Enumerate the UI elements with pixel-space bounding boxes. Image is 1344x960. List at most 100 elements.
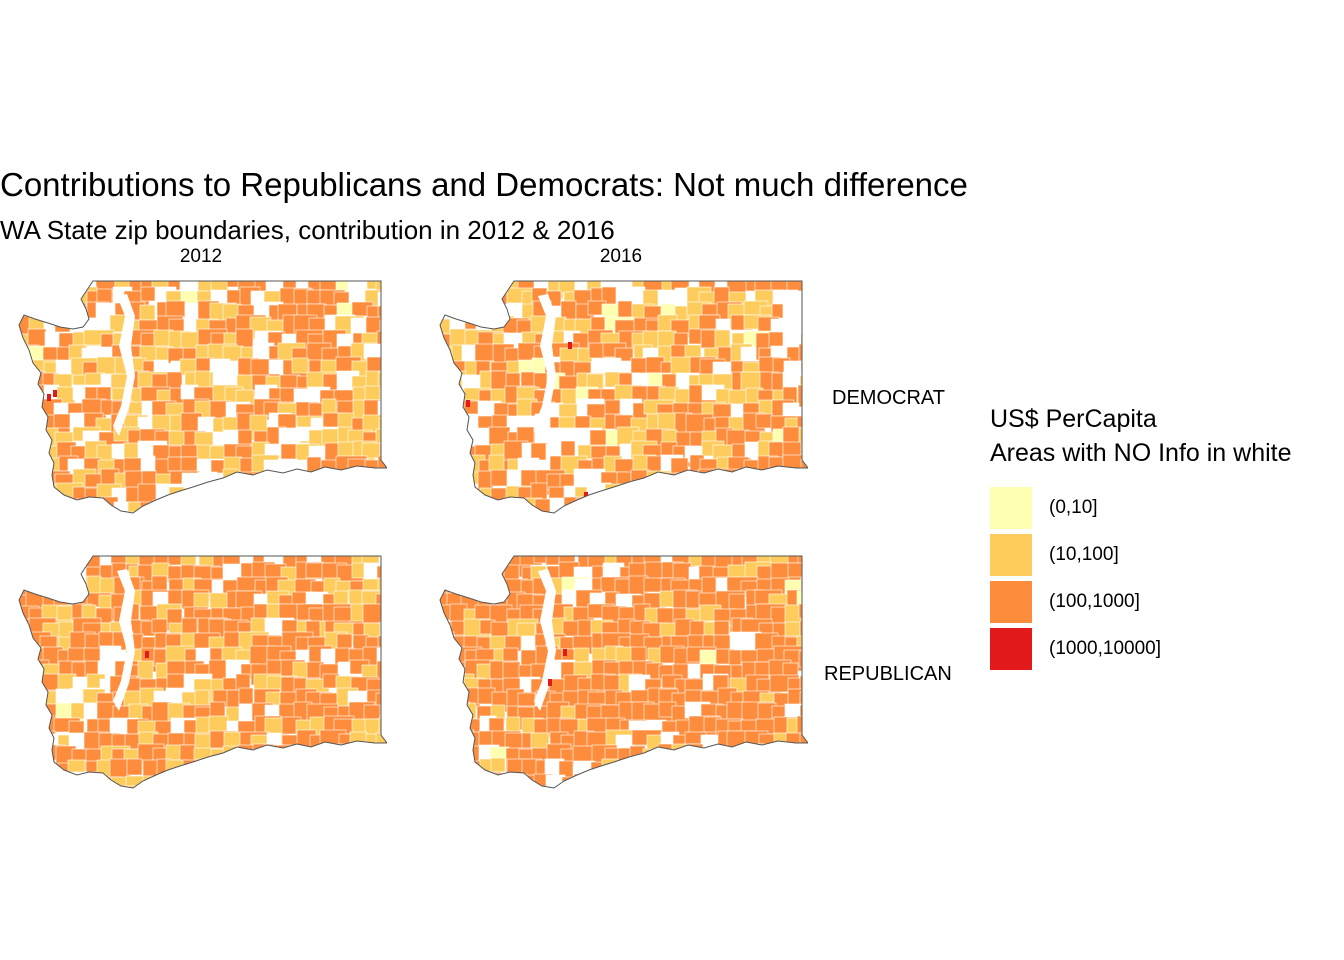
zip-region xyxy=(701,515,729,516)
zip-region xyxy=(447,747,478,769)
zip-region xyxy=(534,787,566,788)
zip-region xyxy=(378,482,387,498)
zip-region xyxy=(39,556,65,566)
zip-region xyxy=(43,500,69,513)
zip-region xyxy=(19,718,41,741)
zip-region xyxy=(560,440,576,458)
zip-region xyxy=(616,760,642,786)
zip-region xyxy=(440,511,456,513)
zip-region xyxy=(451,786,475,788)
zip-region xyxy=(770,484,793,511)
zip-region xyxy=(238,687,254,705)
zip-region xyxy=(714,747,737,766)
zip-region xyxy=(55,556,84,570)
zip-region xyxy=(440,357,453,381)
zip-region xyxy=(726,486,757,502)
zip-region xyxy=(474,576,494,604)
zip-region xyxy=(264,789,280,791)
zip-region xyxy=(601,498,626,513)
zip-region-high xyxy=(563,649,567,656)
zip-region xyxy=(348,468,377,488)
legend-item: (100,1000] xyxy=(990,578,1292,625)
zip-region xyxy=(714,785,741,788)
zip-region xyxy=(451,514,482,516)
zip-region xyxy=(29,511,55,513)
zip-region xyxy=(798,748,808,764)
zip-region xyxy=(675,482,701,500)
zip-region xyxy=(630,646,647,664)
zip-region xyxy=(798,603,808,619)
zip-region xyxy=(42,576,74,593)
zip-region xyxy=(375,510,387,513)
zip-region xyxy=(212,497,235,513)
facet-row-label-republican: REPUBLICAN xyxy=(824,663,952,685)
zip-region-high xyxy=(548,679,552,686)
zip-region xyxy=(717,510,736,513)
zip-region xyxy=(770,747,791,771)
zip-region xyxy=(461,556,492,563)
zip-region xyxy=(787,562,808,578)
zip-region xyxy=(362,497,378,513)
zip-region xyxy=(347,772,369,788)
zip-region xyxy=(19,281,31,295)
zip-region xyxy=(757,499,776,513)
zip-region xyxy=(715,762,736,784)
zip-region xyxy=(364,758,387,780)
zip-region xyxy=(759,773,791,788)
zip-region xyxy=(193,785,221,788)
zip-region xyxy=(619,497,638,513)
zip-region xyxy=(698,785,725,788)
zip-region xyxy=(490,772,512,788)
zip-region xyxy=(561,787,594,788)
zip-region xyxy=(295,483,319,501)
zip-region xyxy=(757,469,783,488)
zip-region xyxy=(464,281,484,295)
zip-region xyxy=(463,510,493,513)
zip-region xyxy=(306,456,322,480)
zip-region xyxy=(67,759,86,783)
zip-region xyxy=(17,515,37,516)
zip-region xyxy=(449,469,465,491)
zip-region xyxy=(26,483,46,499)
legend-title-line-2: Areas with NO Info in white xyxy=(990,439,1292,467)
zip-region xyxy=(237,471,268,497)
zip-region xyxy=(503,497,519,513)
zip-region xyxy=(240,498,267,513)
zip-region xyxy=(292,748,311,765)
zip-region xyxy=(801,659,808,676)
zip-region xyxy=(702,774,724,788)
legend-item: (10,100] xyxy=(990,531,1292,578)
zip-region xyxy=(770,786,786,788)
zip-region xyxy=(440,456,459,472)
zip-region xyxy=(19,442,43,471)
zip-region xyxy=(165,687,185,704)
zip-region xyxy=(800,485,808,510)
zip-region xyxy=(657,515,683,516)
zip-region xyxy=(464,300,489,327)
zip-region xyxy=(309,761,337,788)
zip-region xyxy=(591,787,607,788)
zip-region xyxy=(534,515,551,516)
zip-region xyxy=(193,776,226,788)
zip-region xyxy=(801,305,808,325)
zip-region xyxy=(742,487,769,511)
zip-region xyxy=(19,691,40,708)
zip-region xyxy=(670,457,689,475)
zip-region xyxy=(660,484,678,511)
zip-region xyxy=(226,762,253,783)
zip-region xyxy=(223,771,247,788)
zip-region xyxy=(575,497,601,513)
zip-region xyxy=(633,759,652,788)
zip-region xyxy=(53,773,78,788)
zip-region xyxy=(440,399,462,417)
zip-region xyxy=(519,510,543,513)
zip-region xyxy=(166,776,199,788)
zip-regions xyxy=(17,281,387,516)
zip-region xyxy=(796,786,808,788)
zip-region xyxy=(490,787,520,788)
zip-region xyxy=(333,762,361,788)
zip-region xyxy=(674,472,694,496)
zip-region xyxy=(461,771,484,788)
zip-region xyxy=(351,757,374,782)
zip-region xyxy=(294,473,317,495)
